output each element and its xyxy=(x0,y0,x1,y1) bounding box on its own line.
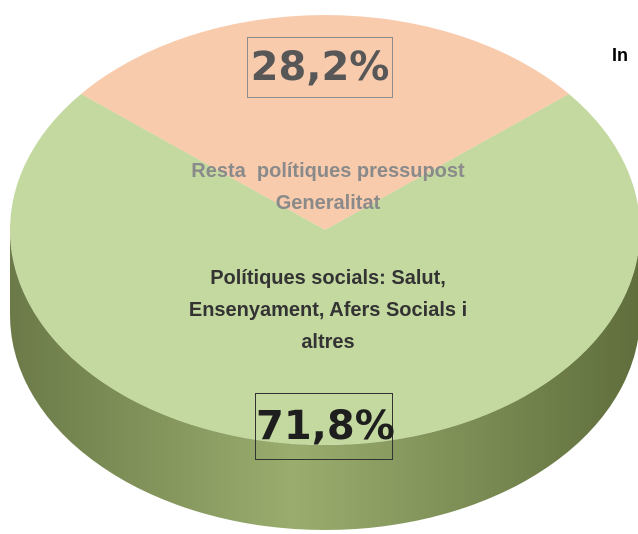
pie-slice xyxy=(10,93,638,445)
pie-side xyxy=(10,230,638,530)
pie-slice xyxy=(81,14,569,230)
value-label: 71,8% xyxy=(255,393,395,460)
value-label: 28,2% xyxy=(247,37,393,98)
slice-label: Polítiques socials: Salut, Ensenyament, … xyxy=(188,267,473,353)
chart-title: In xyxy=(612,45,628,65)
slice-label: Resta polítiques pressupost Generalitat xyxy=(191,160,471,214)
